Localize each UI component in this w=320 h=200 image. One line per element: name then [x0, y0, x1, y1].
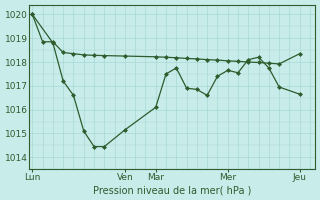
X-axis label: Pression niveau de la mer( hPa ): Pression niveau de la mer( hPa )	[93, 185, 252, 195]
